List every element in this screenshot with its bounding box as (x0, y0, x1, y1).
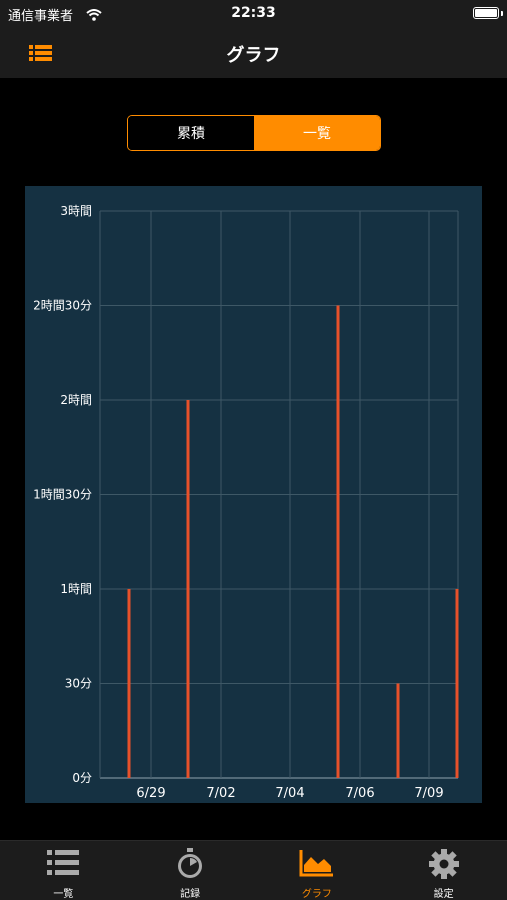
x-tick-label: 7/04 (275, 786, 304, 801)
wifi-icon (86, 6, 102, 25)
tab-settings[interactable]: 設定 (380, 841, 507, 900)
y-tick-label: 1時間 (60, 582, 92, 596)
navigation-bar: グラフ (0, 28, 507, 78)
y-tick-label: 3時間 (60, 204, 92, 218)
x-tick-label: 6/29 (136, 786, 165, 801)
tab-settings-label: 設定 (433, 889, 454, 900)
tab-list-label: 一覧 (53, 889, 74, 900)
carrier-label: 通信事業者 (8, 9, 74, 24)
battery-icon (473, 7, 499, 19)
chart-bar (455, 589, 459, 778)
x-tick-label: 7/02 (206, 786, 235, 801)
chart-bar (336, 305, 340, 778)
chart-bar (396, 683, 400, 778)
battery-tip (501, 11, 503, 16)
chart-bar (127, 589, 131, 778)
tab-record-label: 記録 (180, 889, 201, 900)
tab-record[interactable]: 記録 (127, 841, 254, 900)
status-bar: 通信事業者 22:33 (0, 0, 507, 28)
y-tick-label: 1時間30分 (33, 488, 92, 502)
chart-panel: 0分 30分 1時間 1時間30分 2時間 2時間30分 3時間 6/29 7/02 7/04 7/… (25, 186, 482, 803)
y-tick-label: 2時間30分 (33, 299, 92, 313)
chart-bar (186, 400, 190, 778)
area-chart-icon (299, 850, 333, 877)
status-time: 22:33 (231, 5, 276, 21)
x-tick-label: 7/09 (414, 786, 443, 801)
y-tick-label: 30分 (65, 677, 92, 691)
y-tick-label: 2時間 (60, 393, 92, 407)
stopwatch-icon (178, 848, 203, 878)
list-icon (47, 850, 80, 875)
segmented-control: 累積 一覧 (127, 115, 381, 151)
tab-list[interactable]: 一覧 (0, 841, 127, 900)
bar-chart: 0分 30分 1時間 1時間30分 2時間 2時間30分 3時間 6/29 7/02 7/04 7/… (33, 204, 459, 801)
y-tick-label: 0分 (72, 771, 92, 785)
segment-list[interactable]: 一覧 (254, 116, 380, 150)
tab-bar: 一覧 記録 グラフ (0, 840, 507, 900)
x-tick-label: 7/06 (345, 786, 374, 801)
tab-graph[interactable]: グラフ (254, 841, 381, 900)
segment-cumulative[interactable]: 累積 (128, 116, 254, 150)
gear-icon (428, 849, 459, 879)
list-icon (29, 45, 52, 61)
page-title: グラフ (226, 45, 281, 66)
menu-button[interactable] (28, 40, 54, 66)
tab-graph-label: グラフ (301, 889, 332, 900)
